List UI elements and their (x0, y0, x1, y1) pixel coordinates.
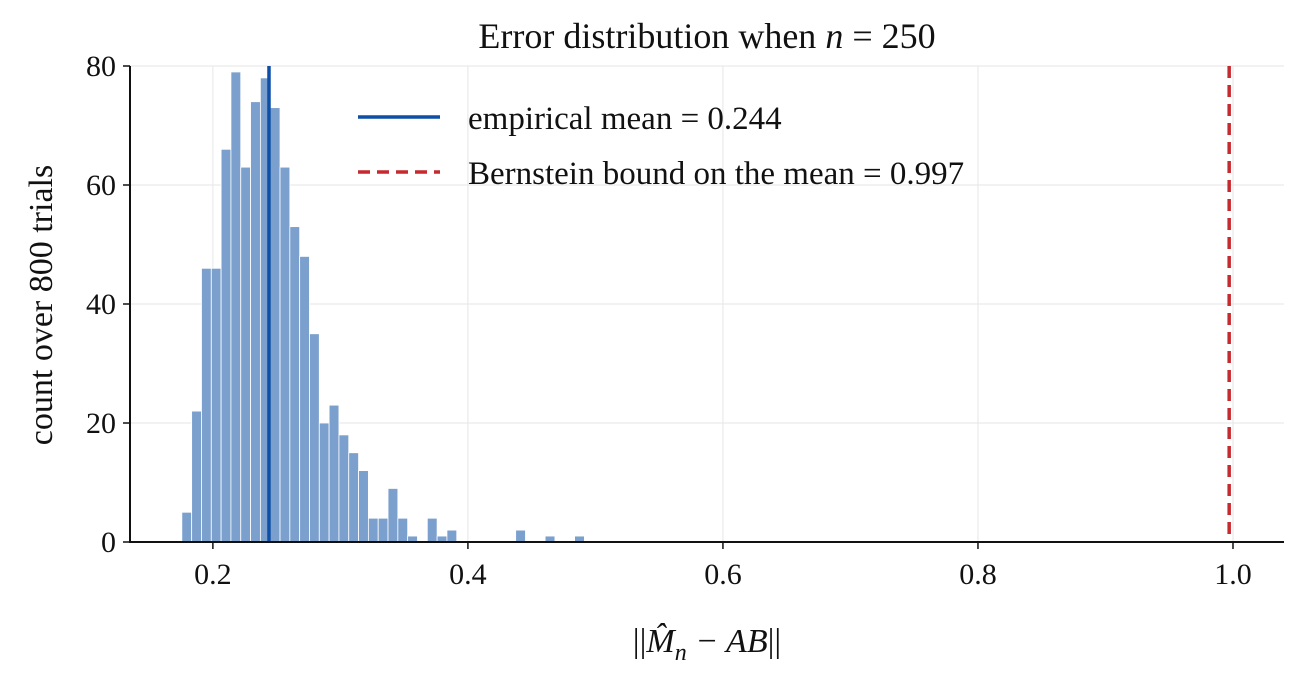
x-tick-label: 0.8 (959, 558, 997, 591)
x-tick-label: 0.6 (704, 558, 742, 591)
y-tick-label: 40 (86, 288, 116, 321)
x-axis-label: ||M̂n − AB|| (633, 622, 781, 666)
y-tick-label: 20 (86, 407, 116, 440)
x-axis-label-rest: − AB (687, 623, 768, 660)
reference-lines-layer (267, 66, 1231, 542)
chart-title-variable: n (825, 16, 843, 56)
ticks-layer: 0.2 0.4 0.6 0.8 1.0 0 20 40 60 80 (86, 50, 1252, 591)
legend: empirical mean = 0.244 Bernstein bound o… (358, 101, 964, 192)
histogram-bar (191, 410, 202, 543)
histogram-bar (367, 517, 379, 543)
histogram-bar (289, 226, 301, 543)
histogram-bar (240, 166, 251, 543)
y-axis-label: count over 800 trials (23, 165, 60, 445)
histogram-bar (250, 101, 261, 543)
chart-title: Error distribution when n = 250 (478, 16, 935, 56)
x-axis-label-close: || (768, 623, 782, 660)
y-tick-label: 80 (86, 50, 116, 83)
histogram-bar (299, 255, 310, 543)
histogram-bar (279, 166, 291, 543)
x-tick-label: 1.0 (1214, 558, 1252, 591)
histogram-bar (387, 488, 399, 543)
histogram-bar (515, 529, 526, 543)
histogram-bar (338, 434, 350, 543)
histogram-bar (181, 511, 193, 543)
chart-title-prefix: Error distribution when (478, 16, 825, 56)
histogram-bar (220, 148, 232, 543)
y-tick-label: 60 (86, 169, 116, 202)
histogram-bar (230, 71, 242, 543)
histogram-bar (377, 517, 389, 543)
histogram-bar (397, 517, 409, 543)
histogram-bar (426, 517, 438, 543)
x-tick-label: 0.2 (194, 558, 232, 591)
histogram-bar (318, 422, 330, 543)
x-tick-label: 0.4 (449, 558, 487, 591)
histogram-bar (201, 267, 212, 543)
x-axis-label-open: || (633, 623, 647, 660)
chart-title-suffix: = 250 (843, 16, 935, 56)
y-tick-label: 0 (101, 526, 116, 559)
x-axis-label-subscript: n (675, 640, 687, 666)
bars-layer (181, 71, 585, 543)
histogram-bar (358, 470, 369, 543)
histogram-bar (348, 452, 359, 543)
histogram-bar (309, 333, 320, 543)
histogram-bar (210, 267, 222, 543)
histogram-bar (328, 404, 340, 543)
x-axis-label-m: M̂ (645, 622, 676, 660)
histogram-bar (446, 529, 458, 543)
legend-bound-label: Bernstein bound on the mean = 0.997 (468, 156, 964, 192)
legend-mean-label: empirical mean = 0.244 (468, 101, 782, 137)
histogram-bar (269, 107, 281, 543)
